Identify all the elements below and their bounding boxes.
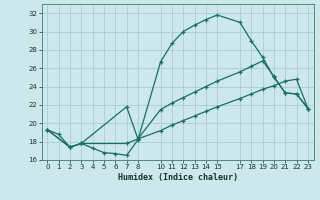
X-axis label: Humidex (Indice chaleur): Humidex (Indice chaleur) [118,173,237,182]
